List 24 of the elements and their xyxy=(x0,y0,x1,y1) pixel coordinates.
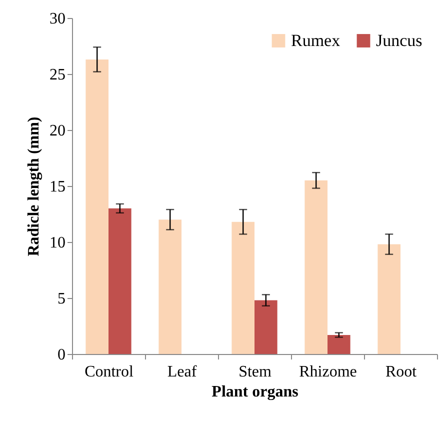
x-tick-label: Stem xyxy=(238,364,272,380)
y-tick-label: 20 xyxy=(50,122,66,140)
bar xyxy=(86,59,108,354)
y-tick-label: 0 xyxy=(58,346,66,364)
bar xyxy=(304,180,328,354)
x-tick-label: Rhizome xyxy=(299,364,357,380)
legend-label: Rumex xyxy=(291,30,341,50)
x-tick-label: Control xyxy=(84,364,134,380)
y-tick-label: 15 xyxy=(50,178,66,196)
bar xyxy=(254,300,278,354)
bar xyxy=(378,244,400,354)
y-tick-label: 10 xyxy=(50,234,66,252)
bar xyxy=(108,208,132,354)
legend-label: Juncus xyxy=(376,30,422,50)
y-axis-title: Radicle length (mm) xyxy=(26,116,42,256)
bar xyxy=(328,334,350,354)
x-axis-title: Plant organs xyxy=(212,384,298,400)
x-tick-label: Root xyxy=(385,364,418,380)
y-tick-label: 5 xyxy=(58,290,66,308)
bar xyxy=(158,220,182,354)
bar xyxy=(232,222,254,354)
y-tick-label: 30 xyxy=(50,10,66,28)
x-tick-label: Leaf xyxy=(167,364,198,380)
y-tick-label: 25 xyxy=(50,66,66,84)
